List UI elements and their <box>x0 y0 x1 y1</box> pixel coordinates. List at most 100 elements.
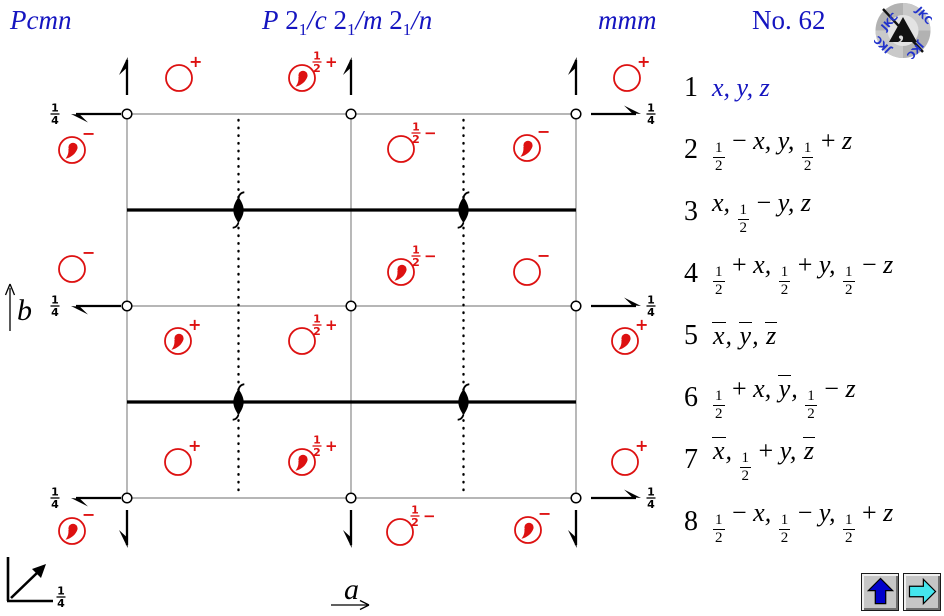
atom-circle <box>611 448 639 476</box>
nav-next-button[interactable] <box>903 573 941 611</box>
inversion-center-icon <box>345 300 357 312</box>
screw-arrow-b-head <box>119 530 128 548</box>
origin-quarter-label: 1 <box>57 585 65 598</box>
screw-axis-icon <box>232 383 245 421</box>
atom-sign-label: − <box>82 243 95 262</box>
quarter-height-label: 4 <box>51 498 59 511</box>
atom-circle <box>58 255 86 283</box>
inversion-center-icon <box>121 492 133 504</box>
quarter-height-label: 1 <box>647 486 655 499</box>
quarter-height-label: 4 <box>51 306 59 319</box>
origin-quarter-label: 4 <box>57 597 65 610</box>
atom-sign-label: + <box>189 52 202 71</box>
atom-height-label: 1 <box>313 50 321 63</box>
logo-ring-segment <box>903 3 931 31</box>
atom-sign-label: + <box>325 316 338 334</box>
atom-sign-label: − <box>82 124 95 143</box>
atom-height-label: 2 <box>412 133 420 146</box>
op-number: 3 <box>684 196 698 227</box>
inversion-center-icon <box>570 108 582 120</box>
inversion-center-icon <box>121 300 133 312</box>
up-arrow-icon <box>866 577 894 605</box>
screw-arrow-b-head <box>343 57 352 75</box>
atom-comma-circle <box>611 327 639 355</box>
atom-height-label: 2 <box>313 325 321 338</box>
op-number: 2 <box>684 134 698 165</box>
inversion-center-icon <box>345 108 357 120</box>
atom-circle <box>387 135 415 163</box>
op-coordinates: x, y, z <box>712 321 778 350</box>
quarter-height-label: 1 <box>647 294 655 307</box>
atom-sign-label: + <box>325 437 338 455</box>
quarter-height-label: 4 <box>51 114 59 127</box>
logo-ring-segment <box>875 30 903 58</box>
screw-arrow-a-head <box>71 498 88 507</box>
atom-sign-label: − <box>423 507 436 525</box>
atom-comma-circle <box>58 517 86 545</box>
quarter-height-label: 1 <box>647 102 655 115</box>
screw-arrow-a-head <box>624 489 641 498</box>
atom-sign-label: + <box>635 436 648 455</box>
quarter-height-label: 4 <box>647 306 655 319</box>
atom-sign-label: + <box>325 53 338 71</box>
screw-arrow-a-head <box>71 114 88 123</box>
atom-height-label: 1 <box>313 313 321 326</box>
atom-sign-label: − <box>537 122 550 141</box>
op-number: 6 <box>684 382 698 413</box>
quarter-height-label: 4 <box>647 498 655 511</box>
atom-sign-label: − <box>537 246 550 265</box>
logo-triangle-icon <box>889 17 917 42</box>
b-axis-arrow-head <box>9 283 16 296</box>
origin-diagonal-arrow <box>10 571 39 599</box>
quarter-height-label: 1 <box>51 102 59 115</box>
atom-comma-circle <box>513 134 541 162</box>
screw-arrow-b-head <box>568 57 577 75</box>
screw-arrow-a-head <box>624 105 641 114</box>
op-number: 5 <box>684 320 698 351</box>
screw-arrow-b-head <box>119 57 128 75</box>
atom-height-label: 1 <box>411 504 419 517</box>
atom-comma-circle <box>164 327 192 355</box>
op-number: 4 <box>684 258 698 289</box>
atom-sign-label: + <box>188 436 201 455</box>
point-group: mmm <box>598 5 657 35</box>
quarter-height-label: 1 <box>51 486 59 499</box>
atom-sign-label: − <box>424 124 437 142</box>
jkc-logo[interactable]: , JKC JKC JKC JKC <box>871 2 935 61</box>
op-number: 1 <box>684 72 698 103</box>
screw-arrow-b-head <box>343 530 352 548</box>
atom-sign-label: + <box>637 52 650 71</box>
atom-sign-label: + <box>188 315 201 334</box>
inversion-center-icon <box>121 108 133 120</box>
atom-sign-label: + <box>635 315 648 334</box>
atom-height-label: 2 <box>313 446 321 459</box>
symmetry-op-row: 5 x, y, z <box>676 314 778 358</box>
op-coordinates: x, y, z <box>712 73 770 102</box>
full-symbol: P 21/c 21/m 21/n <box>262 5 433 39</box>
screw-axis-icon <box>457 191 470 229</box>
screw-arrow-b-head <box>568 530 577 548</box>
inversion-center-icon <box>570 300 582 312</box>
atom-height-label: 2 <box>411 516 419 529</box>
atom-circle <box>513 258 541 286</box>
atom-sign-label: − <box>424 247 437 265</box>
a-axis-arrow-head <box>359 604 370 611</box>
op-number: 7 <box>684 444 698 475</box>
screw-axis-icon <box>232 191 245 229</box>
atom-circle <box>164 448 192 476</box>
origin-diagonal-arrow-head <box>32 564 46 578</box>
atom-height-label: 2 <box>313 62 321 75</box>
nav-up-button[interactable] <box>861 573 899 611</box>
a-axis-arrow-head <box>359 599 370 606</box>
